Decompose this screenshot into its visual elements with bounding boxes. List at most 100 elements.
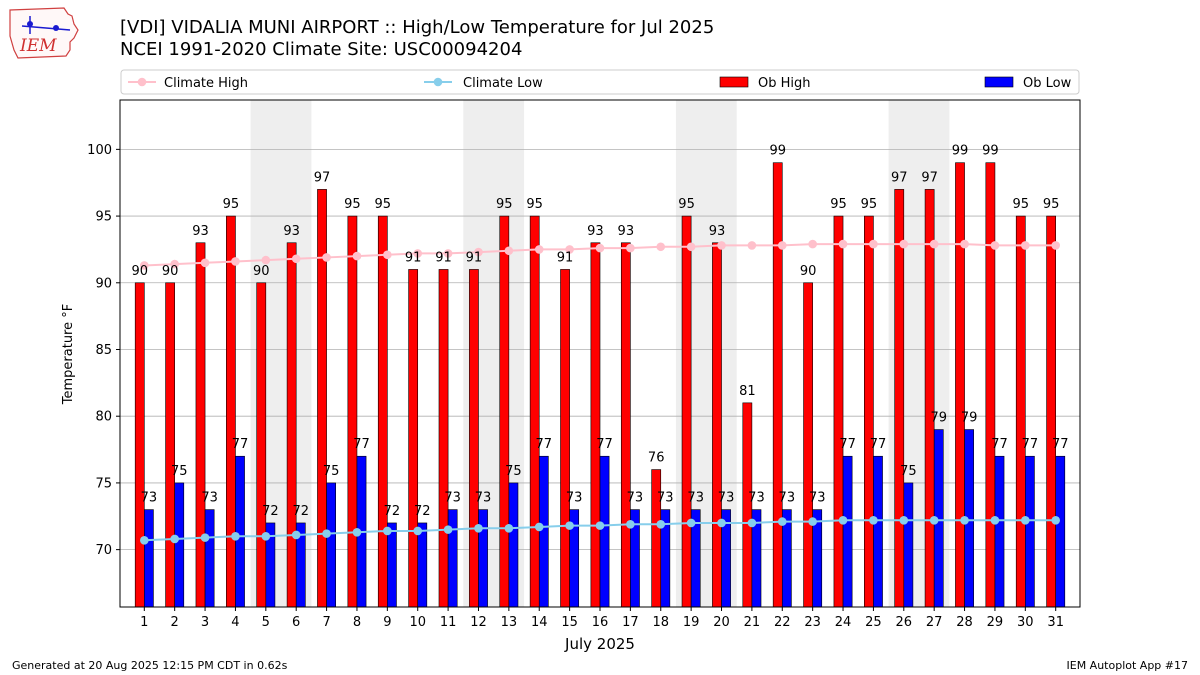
climate-low-point [200, 533, 210, 542]
ob-high-value-label: 90 [800, 264, 817, 279]
ob-high-bar [438, 269, 449, 608]
x-tick-label: 27 [926, 615, 943, 630]
climate-low-point [170, 534, 179, 544]
ob-low-value-label: 75 [171, 464, 188, 479]
ob-high-bar [165, 282, 175, 608]
climate-high-point [838, 239, 848, 249]
ob-low-bar [1055, 455, 1066, 608]
x-tick-label: 20 [713, 615, 730, 630]
climate-high-point [140, 261, 149, 270]
ob-high-value-label: 95 [344, 197, 361, 212]
ob-low-value-label: 77 [232, 437, 249, 452]
x-tick-label: 8 [353, 615, 361, 630]
ob-high-value-label: 95 [861, 197, 878, 212]
climate-high-point [231, 257, 240, 266]
chart-subtitle: NCEI 1991-2020 Climate Site: USC00094204 [120, 39, 523, 60]
ob-low-bar [1025, 455, 1035, 608]
ob-low-value-label: 77 [1022, 437, 1039, 452]
chart-title: [VDI] VIDALIA MUNI AIRPORT :: High/Low T… [120, 17, 715, 38]
bars [134, 162, 1066, 608]
y-tick-label: 75 [95, 476, 112, 491]
climate-low-point [565, 521, 574, 530]
ob-high-value-label: 95 [223, 197, 240, 212]
ob-high-bar [226, 215, 236, 608]
ob-low-bar [174, 482, 185, 608]
ob-low-value-label: 73 [141, 491, 158, 506]
x-tick-label: 9 [383, 615, 391, 630]
ob-low-value-label: 79 [961, 411, 978, 426]
x-tick-label: 12 [470, 615, 487, 630]
ob-high-bar [894, 189, 905, 608]
climate-low-point [808, 517, 817, 526]
climate-low-point [869, 515, 878, 525]
ob-high-value-label: 95 [1043, 197, 1060, 212]
y-tick-label: 100 [87, 143, 112, 158]
ob-low-bar [873, 455, 883, 608]
climate-low-point [838, 515, 848, 525]
climate-high-point [626, 243, 635, 253]
legend-ob-high-swatch [719, 76, 749, 88]
climate-high-point [504, 246, 514, 256]
x-tick-label: 24 [835, 615, 852, 630]
climate-low-point [1051, 515, 1060, 525]
ob-high-value-label: 91 [466, 250, 483, 265]
climate-high-point [929, 239, 939, 249]
climate-low-point [929, 515, 939, 525]
ob-high-value-label: 95 [375, 197, 392, 212]
iowa-outline-icon [9, 7, 79, 59]
app-label: IEM Autoplot App #17 [1066, 659, 1189, 672]
x-tick-label: 16 [592, 615, 609, 630]
iem-logo: IEM [9, 7, 79, 59]
ob-high-bar [529, 215, 540, 608]
ob-low-value-label: 73 [779, 491, 796, 506]
ob-low-value-label: 73 [475, 491, 492, 506]
climate-high-point [443, 249, 453, 258]
ob-low-value-label: 73 [657, 491, 674, 506]
x-tick-label: 1 [140, 615, 148, 630]
climate-high-point [717, 241, 726, 250]
ob-low-bar [447, 509, 458, 608]
ob-low-value-label: 73 [809, 491, 826, 506]
ob-high-value-label: 90 [253, 264, 270, 279]
climate-high-point [565, 245, 574, 254]
ob-high-bar [499, 215, 510, 608]
ob-low-value-label: 77 [596, 437, 613, 452]
climate-high-point [869, 239, 878, 249]
ob-high-bar [408, 269, 419, 608]
x-tick-label: 19 [683, 615, 700, 630]
ob-low-bar [204, 509, 215, 608]
ob-low-value-label: 72 [292, 504, 309, 519]
legend-box [120, 69, 1080, 95]
climate-low-point [413, 526, 423, 536]
ob-low-value-label: 73 [201, 491, 218, 506]
logo-text: IEM [19, 36, 57, 56]
x-axis-label: July 2025 [564, 635, 635, 653]
x-tick-label: 18 [652, 615, 669, 630]
climate-low-point [595, 521, 605, 530]
climate-high-point [656, 242, 666, 252]
x-tick-label: 23 [804, 615, 821, 630]
ob-high-bar [620, 242, 631, 608]
climate-low-point [626, 519, 635, 529]
climate-high-point [534, 245, 544, 254]
ob-low-bar [144, 509, 154, 608]
generated-timestamp: Generated at 20 Aug 2025 12:15 PM CDT in… [12, 659, 288, 672]
ob-high-value-label: 97 [921, 170, 938, 185]
ob-high-bar [134, 282, 145, 608]
ob-high-value-label: 95 [678, 197, 695, 212]
ob-high-value-label: 95 [496, 197, 513, 212]
x-tick-label: 30 [1017, 615, 1034, 630]
climate-low-point [1021, 515, 1030, 525]
climate-high-point [474, 247, 483, 257]
climate-high-point [413, 249, 423, 258]
climate-low-point [534, 522, 544, 532]
x-axis: 1 2 3 4 5 6 7 8 9 10 11 12 13 14 15 16 17 18 19 20 21 22 23 24 2… [140, 607, 1064, 630]
ob-low-value-label: 73 [718, 491, 735, 506]
climate-low-point [352, 527, 362, 537]
ob-high-value-label: 95 [1012, 197, 1029, 212]
climate-low-point [261, 531, 271, 541]
climate-low-point [383, 526, 392, 536]
climate-high-point [595, 243, 605, 253]
climate-low-point [747, 518, 757, 528]
ob-low-value-label: 73 [566, 491, 583, 506]
